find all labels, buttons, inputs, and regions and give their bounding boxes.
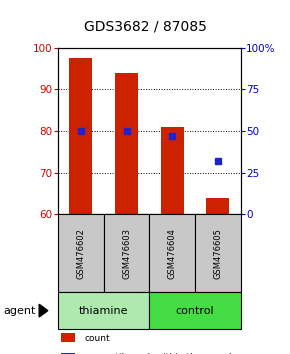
Text: GSM476604: GSM476604: [168, 228, 177, 279]
Bar: [206, 198, 229, 214]
Text: GSM476603: GSM476603: [122, 228, 131, 279]
Text: GSM476602: GSM476602: [76, 228, 85, 279]
Polygon shape: [39, 304, 48, 317]
Text: GDS3682 / 87085: GDS3682 / 87085: [84, 19, 206, 34]
Text: control: control: [176, 306, 214, 316]
Text: GSM476605: GSM476605: [213, 228, 222, 279]
Text: count: count: [84, 333, 110, 343]
Text: thiamine: thiamine: [79, 306, 128, 316]
Bar: [69, 58, 92, 214]
Text: agent: agent: [3, 306, 35, 316]
Text: percentile rank within the sample: percentile rank within the sample: [84, 353, 237, 354]
Bar: [115, 73, 138, 214]
Bar: [161, 127, 184, 214]
